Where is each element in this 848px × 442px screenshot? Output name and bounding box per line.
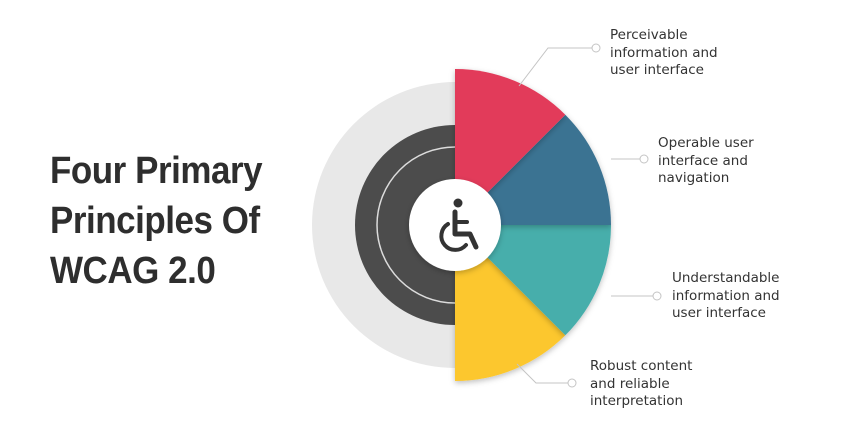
label-line: Perceivable <box>610 27 688 43</box>
segment-understandable[interactable] <box>455 225 611 336</box>
label-line: information and <box>672 287 780 304</box>
segment-perceivable[interactable] <box>455 69 566 225</box>
label-line: information and <box>610 44 718 61</box>
label-line: interpretation <box>590 393 684 409</box>
connector-perceivable <box>518 47 592 87</box>
label-line: Understandable <box>672 270 780 286</box>
segment-robust[interactable] <box>455 225 566 381</box>
label-line: Operable user <box>658 135 754 151</box>
label-understandable: Understandable information and user inte… <box>672 270 780 323</box>
label-line: interface and <box>658 152 748 169</box>
label-line: navigation <box>658 170 730 186</box>
title-line: WCAG 2.0 <box>50 250 216 292</box>
label-operable: Operable user interface and navigation <box>658 135 754 188</box>
connector-dot <box>652 291 662 301</box>
label-robust: Robust content and reliable interpretati… <box>590 358 692 411</box>
wheelchair-accessibility-icon <box>439 198 479 252</box>
label-line: user interface <box>610 62 704 78</box>
title-line: Four Primary <box>50 150 263 192</box>
connector-dot <box>591 43 601 53</box>
segment-operable[interactable] <box>455 114 611 225</box>
title-line: Principles Of <box>50 200 260 242</box>
label-perceivable: Perceivable information and user interfa… <box>610 27 718 80</box>
connector-dot <box>567 378 577 388</box>
connector-robust <box>516 363 568 384</box>
inner-dark-half-disc <box>355 125 455 325</box>
label-line: user interface <box>672 305 766 321</box>
diagram-title: Four Primary Principles Of WCAG 2.0 <box>50 146 263 296</box>
connector-dot <box>639 154 649 164</box>
label-line: and reliable <box>590 375 670 392</box>
inner-thin-ring <box>376 146 456 304</box>
label-line: Robust content <box>590 358 693 374</box>
